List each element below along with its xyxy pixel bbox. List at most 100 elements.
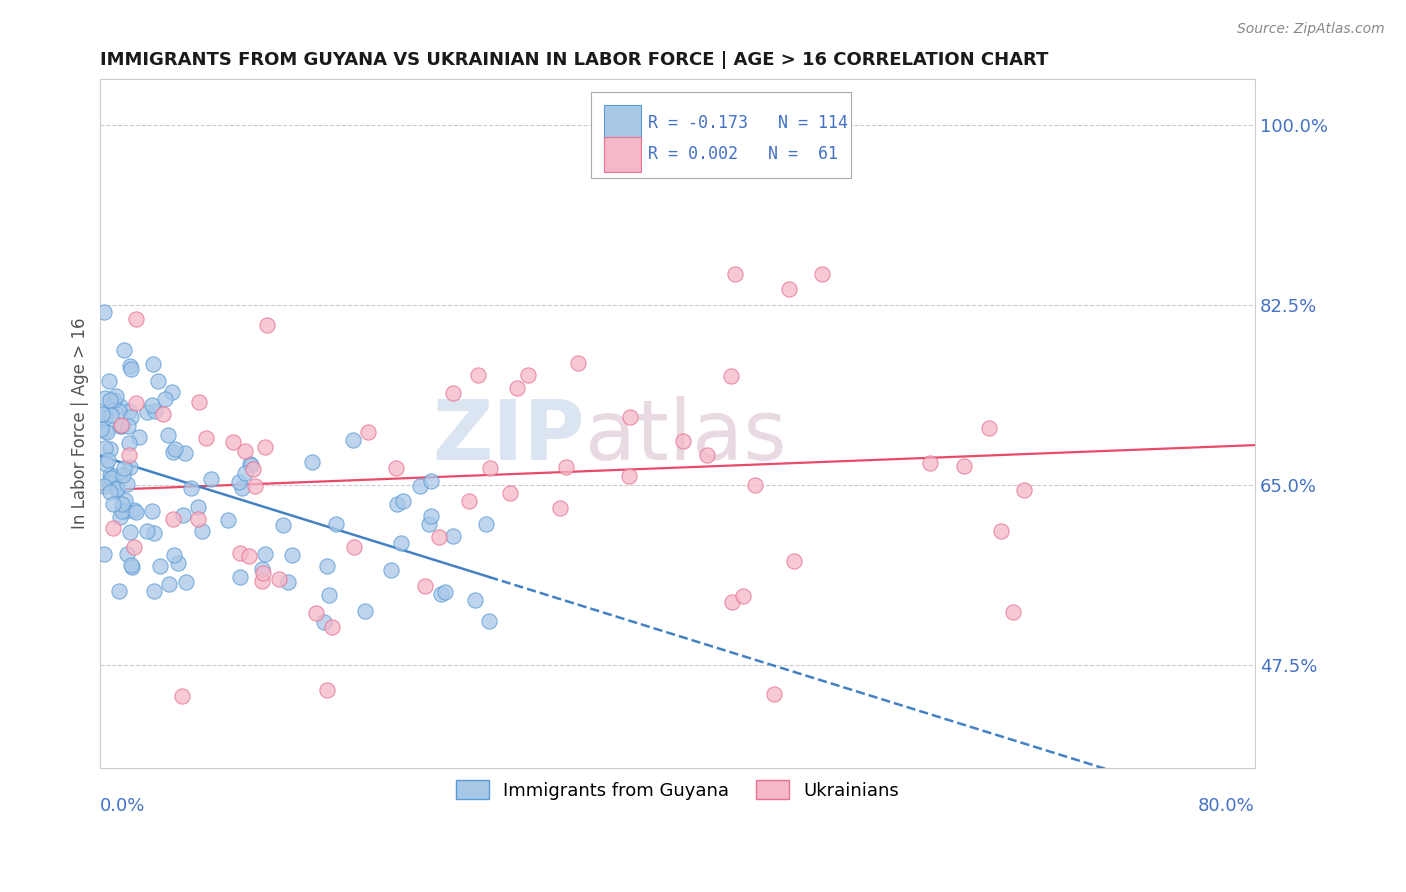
Point [98,442,121,456]
Point [724,267,747,281]
Point [110,497,132,511]
Point [554,459,576,474]
Point [98,476,121,491]
Point [142,584,165,599]
Point [567,356,589,370]
Point [475,516,498,531]
Point [384,461,406,475]
Point [104,481,127,495]
Text: atlas: atlas [585,396,787,477]
Point [163,442,186,456]
Point [619,468,641,483]
Point [354,604,377,618]
Point [696,448,718,462]
Point [318,587,340,601]
Point [152,407,174,421]
Point [141,504,163,518]
Point [121,559,143,574]
Point [458,494,481,508]
Point [115,547,138,561]
Point [120,558,142,572]
Point [93,479,115,493]
Point [464,592,486,607]
Point [720,369,742,384]
Point [430,587,453,601]
Point [93,305,115,319]
Point [321,620,343,634]
Point [811,267,834,281]
Point [122,540,145,554]
Point [672,434,695,448]
Point [420,509,443,524]
Point [173,446,195,460]
Point [228,475,250,489]
Point [162,548,184,562]
Point [977,421,1000,435]
Point [240,458,263,472]
Point [254,547,277,561]
Point [385,497,408,511]
Point [242,462,264,476]
Point [110,418,132,433]
Point [250,574,273,589]
Point [110,418,132,433]
Point [114,492,136,507]
Point [250,562,273,576]
Point [315,558,337,573]
Point [112,343,135,357]
Point [188,394,211,409]
Text: R = -0.173   N = 114: R = -0.173 N = 114 [648,113,848,132]
Point [619,410,641,425]
Point [120,361,142,376]
Point [105,481,128,495]
Point [128,430,150,444]
Point [478,614,501,628]
Point [186,512,208,526]
Point [115,504,138,518]
Point [94,391,117,405]
Point [1001,605,1024,619]
Point [433,585,456,599]
Point [392,493,415,508]
Point [91,407,114,421]
Point [721,595,744,609]
Point [343,540,366,554]
Point [100,471,122,485]
Point [301,455,323,469]
Point [93,547,115,561]
Point [517,368,540,382]
Point [176,574,198,589]
Point [217,513,239,527]
Point [159,577,181,591]
Point [245,479,267,493]
Point [325,516,347,531]
Point [172,508,194,522]
Text: R = 0.002   N =  61: R = 0.002 N = 61 [648,145,838,163]
Point [499,485,522,500]
Point [380,563,402,577]
Point [160,385,183,400]
Point [162,445,184,459]
Point [143,404,166,418]
Point [427,530,450,544]
Point [118,359,141,374]
Point [125,396,148,410]
Point [389,535,412,549]
Point [135,405,157,419]
Point [550,500,572,515]
Y-axis label: In Labor Force | Age > 16: In Labor Force | Age > 16 [72,318,89,529]
Point [277,574,299,589]
Point [595,118,617,132]
Text: IMMIGRANTS FROM GUYANA VS UKRAINIAN IN LABOR FORCE | AGE > 16 CORRELATION CHART: IMMIGRANTS FROM GUYANA VS UKRAINIAN IN L… [100,51,1049,69]
Point [112,461,135,475]
Point [118,460,141,475]
Point [418,517,440,532]
Point [94,457,117,471]
Point [112,467,135,482]
Point [228,546,250,560]
Point [117,404,139,418]
Point [252,566,274,580]
Point [90,422,112,436]
Point [256,318,278,333]
FancyBboxPatch shape [603,137,641,171]
